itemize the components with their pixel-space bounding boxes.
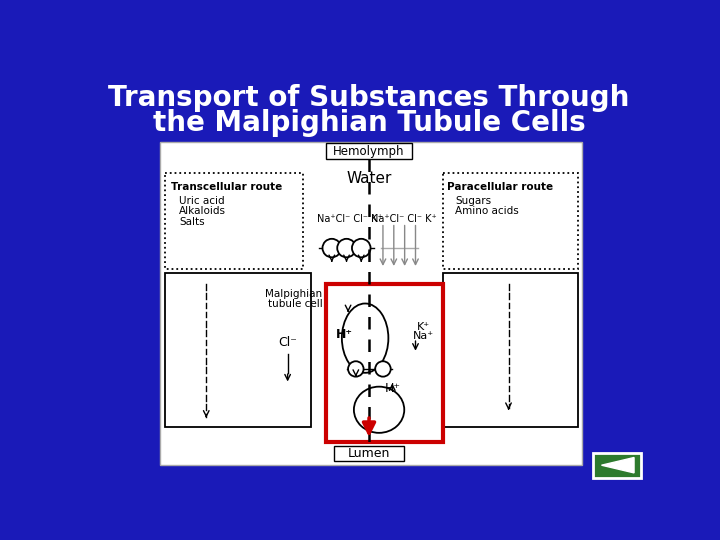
- Polygon shape: [601, 457, 634, 473]
- Bar: [165, 173, 303, 269]
- Text: H⁺: H⁺: [336, 328, 353, 341]
- Bar: [165, 273, 311, 427]
- Ellipse shape: [354, 387, 404, 433]
- Text: Lumen: Lumen: [348, 447, 390, 460]
- Circle shape: [323, 239, 341, 257]
- Text: Na⁺Cl⁻ Cl⁻ K⁺: Na⁺Cl⁻ Cl⁻ K⁺: [371, 214, 437, 224]
- Text: Amino acids: Amino acids: [455, 206, 519, 217]
- Circle shape: [337, 239, 356, 257]
- Text: Alkaloids: Alkaloids: [179, 206, 226, 217]
- Text: Paracellular route: Paracellular route: [447, 182, 554, 192]
- Bar: [326, 143, 412, 159]
- Text: Hemolymph: Hemolymph: [333, 145, 405, 158]
- Text: the Malpighian Tubule Cells: the Malpighian Tubule Cells: [153, 110, 585, 138]
- Bar: [443, 273, 578, 427]
- Text: Cl⁻: Cl⁻: [278, 335, 297, 348]
- Text: K⁺: K⁺: [417, 322, 430, 332]
- Text: tubule cell: tubule cell: [268, 299, 323, 309]
- Bar: [160, 142, 582, 465]
- Bar: [326, 284, 443, 442]
- Text: Na⁺: Na⁺: [413, 331, 434, 341]
- Text: Transcellular route: Transcellular route: [171, 182, 283, 192]
- FancyBboxPatch shape: [593, 453, 641, 477]
- Text: Salts: Salts: [179, 217, 204, 227]
- Text: Uric acid: Uric acid: [179, 195, 225, 206]
- Circle shape: [348, 361, 364, 377]
- Bar: [334, 446, 404, 461]
- Ellipse shape: [342, 303, 388, 373]
- Bar: [443, 173, 578, 269]
- Circle shape: [352, 239, 371, 257]
- Circle shape: [375, 361, 391, 377]
- Text: Water: Water: [346, 171, 392, 186]
- Text: Sugars: Sugars: [455, 195, 491, 206]
- Text: H⁺: H⁺: [384, 382, 400, 395]
- Text: Na⁺Cl⁻ Cl⁻ K⁺: Na⁺Cl⁻ Cl⁻ K⁺: [317, 214, 382, 224]
- Text: Malpighian: Malpighian: [266, 289, 323, 299]
- Text: Transport of Substances Through: Transport of Substances Through: [108, 84, 630, 112]
